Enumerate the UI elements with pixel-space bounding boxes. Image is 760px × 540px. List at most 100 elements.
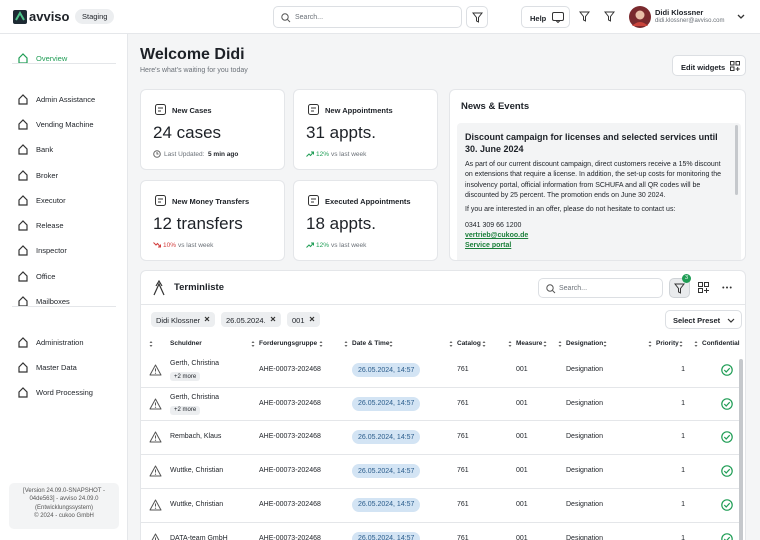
- date-pill: 26.05.2024, 14:57: [352, 396, 421, 411]
- filter-chip[interactable]: Didi Klossner: [151, 312, 216, 327]
- user-name: Didi Klossner: [655, 8, 704, 17]
- table-filter-button[interactable]: [669, 278, 690, 298]
- designation: Designation: [566, 366, 603, 373]
- nav-item[interactable]: Admin Assistance: [12, 90, 116, 108]
- measure: 001: [516, 467, 528, 475]
- nav-icon: [18, 119, 28, 130]
- sort-icon: [679, 341, 683, 347]
- more-badge: +2 more: [170, 372, 201, 381]
- nav-item[interactable]: Office: [12, 267, 116, 285]
- card-icon: [155, 195, 166, 206]
- sort-icon: [543, 341, 547, 347]
- confidential-check: [721, 532, 733, 540]
- nav-item[interactable]: Mailboxes: [12, 292, 116, 310]
- trend-icon: [306, 151, 314, 157]
- filter-chip[interactable]: 26.05.2024.: [221, 312, 281, 327]
- nav-icon: [18, 295, 28, 307]
- card-value: 31 appts.: [306, 123, 376, 142]
- divider: [141, 304, 745, 305]
- nav-icon: [18, 270, 28, 282]
- debtor-name: Gerth, Christina: [170, 360, 220, 367]
- nav-label: Administration: [36, 337, 84, 347]
- environment-badge: Staging: [75, 9, 115, 24]
- card-value: 12 transfers: [153, 214, 243, 233]
- card-icon: [155, 104, 166, 115]
- nav-label: Overview: [36, 54, 68, 63]
- nav-icon: [18, 361, 28, 373]
- debtor-name: DATA-team GmbH: [170, 534, 228, 540]
- confidential-check: [721, 364, 733, 376]
- nav-icon: [18, 220, 28, 231]
- nav-item[interactable]: Release: [12, 216, 116, 234]
- version-line: 04de563] - avviso 24.09.0: [29, 496, 99, 503]
- card-icon: [308, 104, 319, 115]
- nav-icon: [18, 169, 28, 181]
- global-search[interactable]: Search...: [273, 6, 462, 28]
- filter-icon[interactable]: [579, 11, 590, 22]
- filter-chip[interactable]: 001: [287, 312, 320, 327]
- warning-icon: [149, 398, 162, 410]
- sort-icon: [694, 341, 698, 347]
- confidential-check: [721, 431, 733, 444]
- filter-icon[interactable]: [604, 11, 615, 22]
- avatar[interactable]: [629, 6, 651, 28]
- help-button[interactable]: Help: [521, 6, 570, 28]
- nav-label: Office: [36, 271, 56, 281]
- news-title: News & Events: [461, 101, 530, 112]
- group: AHE-00073-202468: [259, 399, 321, 407]
- trend-note: vs last week: [331, 242, 367, 249]
- help-label: Help: [530, 14, 547, 23]
- priority: 1: [681, 534, 685, 540]
- news-email[interactable]: vertrieb@cukoo.de: [465, 232, 529, 240]
- news-link[interactable]: Service portal: [465, 242, 512, 250]
- widgets-icon: [730, 61, 740, 71]
- warning-icon: [149, 431, 162, 443]
- chip-label: Didi Klossner: [156, 315, 201, 325]
- column-header: Priority: [656, 340, 679, 347]
- table-search[interactable]: Search...: [538, 278, 663, 298]
- sort-icon: [251, 341, 255, 347]
- card-value: 18 appts.: [306, 214, 376, 233]
- nav-item[interactable]: Overview: [12, 49, 116, 67]
- chip-remove: [204, 316, 210, 322]
- warning-icon: [149, 499, 162, 511]
- nav-item[interactable]: Vending Machine: [12, 115, 116, 133]
- catalog: 761: [457, 366, 469, 373]
- sort-icon: [449, 341, 453, 347]
- designation: Designation: [566, 500, 603, 508]
- stat-card: Executed Appointments 18 appts. 12% vs last…: [293, 180, 438, 261]
- confidential-check: [721, 498, 733, 511]
- sort-icon: [344, 341, 348, 347]
- top-bar: avviso Staging Search... Help Didi Kloss…: [0, 0, 760, 34]
- edit-widgets-button[interactable]: Edit widgets: [672, 55, 746, 76]
- columns-icon[interactable]: [698, 282, 709, 293]
- group: AHE-00073-202468: [259, 366, 321, 373]
- user-menu-chevron[interactable]: [737, 14, 745, 20]
- nav-item[interactable]: Word Processing: [12, 383, 116, 401]
- nav-icon: [18, 194, 28, 206]
- nav-label: Inspector: [36, 246, 67, 256]
- row-divider: [141, 386, 739, 388]
- more-icon[interactable]: [722, 286, 732, 289]
- trend-icon: [153, 242, 161, 248]
- preset-select[interactable]: Select Preset: [665, 310, 742, 329]
- filter-button[interactable]: [466, 6, 488, 28]
- column-header: Confidential: [702, 340, 740, 347]
- nav-item[interactable]: Executor: [12, 191, 116, 209]
- version-info: [Version 24.09.0-SNAPSHOT - 04de563] - av…: [9, 483, 119, 529]
- nav-item[interactable]: Bank: [12, 140, 116, 158]
- priority: 1: [681, 399, 685, 407]
- sort-icon: [558, 341, 562, 347]
- priority: 1: [681, 500, 685, 508]
- nav-item[interactable]: Inspector: [12, 241, 116, 259]
- trend-change: 12%: [316, 151, 330, 158]
- row-divider: [141, 487, 739, 489]
- news-card: News & Events Discount campaign for lice…: [449, 89, 746, 261]
- nav-item[interactable]: Administration: [12, 333, 116, 351]
- nav-item[interactable]: Master Data: [12, 358, 116, 376]
- debtor-name: Wuttke, Christian: [170, 467, 224, 475]
- logo-text: avviso: [29, 9, 70, 24]
- nav-item[interactable]: Broker: [12, 166, 116, 184]
- card-icon: [308, 195, 319, 206]
